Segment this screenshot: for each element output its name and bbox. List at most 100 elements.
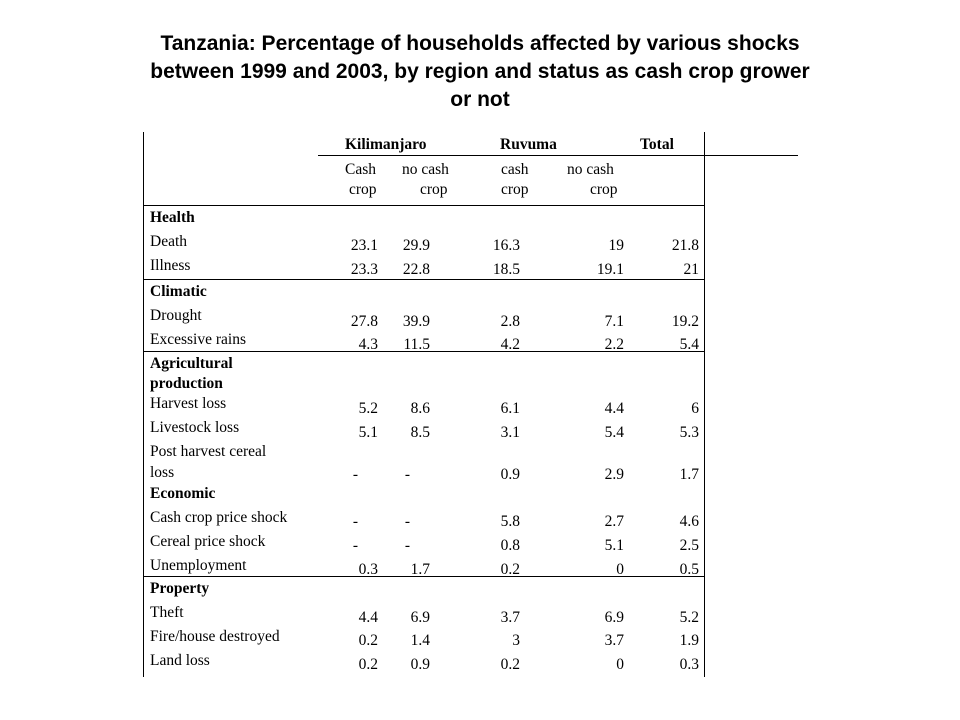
title-line-3: or not [450, 88, 510, 111]
category-health: Health [150, 209, 195, 226]
cell-cash-crop-price-shock-col-4: 2.7 [604, 513, 624, 530]
row-label-post-harvest-cereal-loss-line-2: loss [150, 464, 175, 481]
title-line-1: Tanzania: Percentage of households affec… [160, 32, 800, 55]
cell-land-loss-col-2: 0.9 [410, 656, 430, 673]
category-agricultural-line-2: production [150, 375, 223, 392]
row-label-illness: Illness [150, 257, 191, 274]
cell-livestock-loss-col-5: 5.3 [679, 424, 699, 441]
cell-illness-col-3: 18.5 [492, 261, 520, 278]
cell-theft-col-1: 4.4 [358, 609, 378, 626]
cell-cereal-price-shock-col-3: 0.8 [500, 537, 520, 554]
cell-livestock-loss-col-2: 8.5 [410, 424, 430, 441]
row-label-drought: Drought [150, 307, 202, 324]
cell-illness-col-1: 23.3 [350, 261, 378, 278]
cell-death-col-2: 29.9 [402, 237, 430, 254]
cell-cash-crop-price-shock-col-5: 4.6 [679, 513, 699, 530]
col-header-1-line-1: Cash [345, 161, 376, 178]
cell-land-loss-col-5: 0.3 [679, 656, 699, 673]
cell-fire-house-destroyed-col-2: 1.4 [410, 632, 430, 649]
cell-death-col-5: 21.8 [671, 237, 699, 254]
category-property: Property [150, 580, 210, 597]
cell-cash-crop-price-shock-col-3: 5.8 [500, 513, 520, 530]
row-label-post-harvest-cereal-loss: Post harvest cereal [150, 443, 267, 460]
cell-theft-col-2: 6.9 [410, 609, 430, 626]
cell-fire-house-destroyed-col-4: 3.7 [604, 632, 624, 649]
cell-post-harvest-cereal-loss-col-4: 2.9 [604, 466, 624, 483]
row-label-fire-house-destroyed: Fire/house destroyed [150, 628, 280, 645]
col-header-4-line-1: no cash [567, 161, 614, 178]
section-divider [143, 351, 705, 352]
cell-excessive-rains-col-3: 4.2 [500, 336, 520, 353]
cell-livestock-loss-col-3: 3.1 [500, 424, 520, 441]
row-label-death: Death [150, 233, 188, 250]
row-label-harvest-loss: Harvest loss [150, 395, 227, 412]
cell-theft-col-5: 5.2 [679, 609, 699, 626]
cell-drought-col-1: 27.8 [350, 313, 378, 330]
cell-excessive-rains-col-1: 4.3 [358, 336, 378, 353]
cell-death-col-3: 16.3 [492, 237, 520, 254]
col-header-2-line-1: no cash [402, 161, 449, 178]
cell-illness-col-4: 19.1 [596, 261, 624, 278]
region-header-ruvuma: Ruvuma [500, 136, 557, 153]
cell-illness-col-2: 22.8 [402, 261, 430, 278]
category-economic: Economic [150, 485, 216, 502]
region-header-total: Total [640, 136, 674, 153]
cell-death-col-4: 19 [608, 237, 625, 254]
cell-livestock-loss-col-1: 5.1 [358, 424, 378, 441]
col-header-3-line-1: cash [501, 161, 529, 178]
col-header-2-line-2: crop [420, 181, 448, 198]
cell-cash-crop-price-shock-col-1: - [352, 513, 358, 530]
cell-theft-col-4: 6.9 [604, 609, 624, 626]
cell-cereal-price-shock-col-5: 2.5 [679, 537, 699, 554]
cell-post-harvest-cereal-loss-col-5: 1.7 [679, 466, 699, 483]
cell-post-harvest-cereal-loss-col-2: - [404, 466, 410, 483]
cell-harvest-loss-col-1: 5.2 [358, 400, 378, 417]
cell-illness-col-5: 21 [683, 261, 700, 278]
cell-drought-col-4: 7.1 [604, 313, 624, 330]
cell-cash-crop-price-shock-col-2: - [404, 513, 410, 530]
cell-unemployment-col-5: 0.5 [679, 561, 699, 578]
row-label-livestock-loss: Livestock loss [150, 419, 240, 436]
cell-land-loss-col-1: 0.2 [358, 656, 378, 673]
col-header-4-line-2: crop [590, 181, 618, 198]
cell-unemployment-col-1: 0.3 [358, 561, 378, 578]
category-agricultural-line-1: Agricultural [150, 355, 233, 372]
section-divider [143, 279, 705, 280]
cell-theft-col-3: 3.7 [500, 609, 520, 626]
section-divider [143, 205, 705, 206]
col-header-1-line-2: crop [349, 181, 377, 198]
cell-excessive-rains-col-4: 2.2 [604, 336, 624, 353]
header-underline [318, 155, 798, 156]
cell-harvest-loss-col-3: 6.1 [500, 400, 520, 417]
page-title: Tanzania: Percentage of households affec… [40, 30, 920, 114]
row-label-cash-crop-price-shock: Cash crop price shock [150, 509, 288, 526]
cell-harvest-loss-col-4: 4.4 [604, 400, 624, 417]
cell-fire-house-destroyed-col-3: 3 [512, 632, 520, 649]
col-header-3-line-2: crop [501, 181, 529, 198]
shocks-table: Kilimanjaro Ruvuma Total Cash crop no ca… [143, 132, 798, 677]
table-right-border [704, 132, 705, 677]
row-label-land-loss: Land loss [150, 652, 210, 669]
cell-cereal-price-shock-col-2: - [404, 537, 410, 554]
row-label-theft: Theft [150, 604, 184, 621]
cell-excessive-rains-col-5: 5.4 [679, 336, 699, 353]
region-header-kilimanjaro: Kilimanjaro [345, 136, 427, 153]
cell-fire-house-destroyed-col-1: 0.2 [358, 632, 378, 649]
table-left-border [143, 132, 144, 677]
row-label-cereal-price-shock: Cereal price shock [150, 533, 266, 550]
cell-post-harvest-cereal-loss-col-3: 0.9 [500, 466, 520, 483]
cell-harvest-loss-col-2: 8.6 [410, 400, 430, 417]
cell-land-loss-col-3: 0.2 [500, 656, 520, 673]
cell-livestock-loss-col-4: 5.4 [604, 424, 624, 441]
cell-excessive-rains-col-2: 11.5 [403, 336, 430, 353]
row-label-unemployment: Unemployment [150, 557, 247, 574]
title-line-2: between 1999 and 2003, by region and sta… [150, 60, 810, 83]
section-divider [143, 576, 705, 577]
cell-unemployment-col-2: 1.7 [410, 561, 430, 578]
cell-drought-col-2: 39.9 [402, 313, 430, 330]
category-climatic: Climatic [150, 283, 207, 300]
cell-harvest-loss-col-5: 6 [691, 400, 699, 417]
cell-post-harvest-cereal-loss-col-1: - [352, 466, 358, 483]
cell-fire-house-destroyed-col-5: 1.9 [679, 632, 699, 649]
cell-cereal-price-shock-col-4: 5.1 [604, 537, 624, 554]
